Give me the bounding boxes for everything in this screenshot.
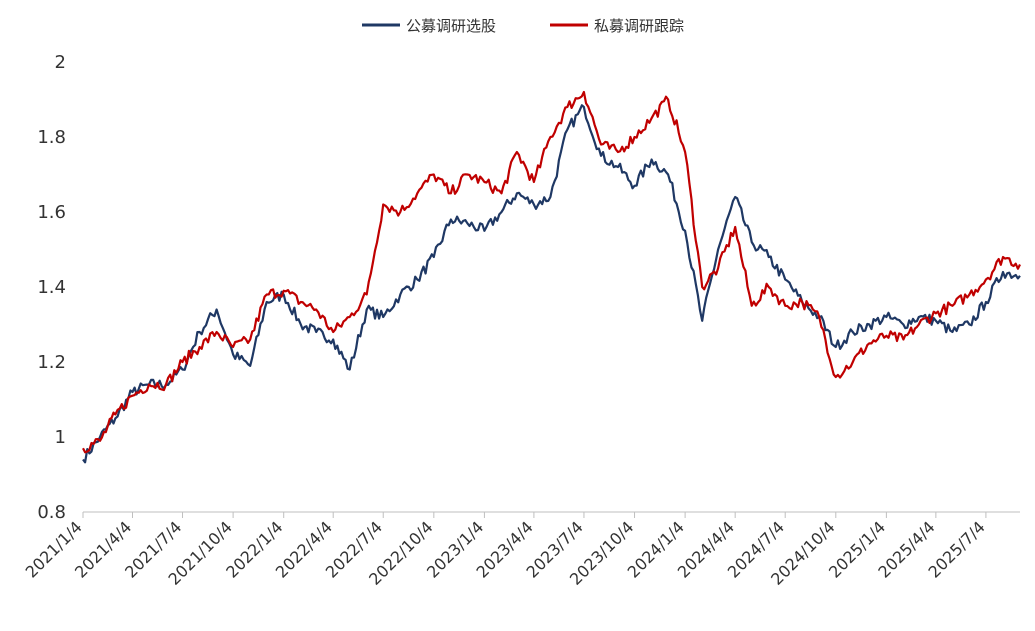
legend-label-public: 公募调研选股 [406, 17, 496, 35]
series-line-private [82, 90, 1021, 454]
y-axis: 0.8 1 1.2 1.4 1.6 1.8 2 [37, 52, 66, 523]
y-tick-label: 0.8 [37, 502, 66, 523]
y-tick-label: 2 [55, 52, 66, 73]
legend-label-private: 私募调研跟踪 [594, 17, 684, 35]
x-axis: 2021/1/42021/4/42021/7/42021/10/42022/1/… [22, 511, 1020, 589]
y-tick-label: 1.4 [37, 277, 66, 298]
series-layer [82, 90, 1021, 464]
legend: 公募调研选股 私募调研跟踪 [362, 17, 684, 35]
y-tick-label: 1.8 [37, 127, 66, 148]
y-tick-label: 1.2 [37, 352, 66, 373]
y-tick-label: 1 [55, 427, 66, 448]
series-line-public [82, 104, 1021, 464]
y-tick-label: 1.6 [37, 202, 66, 223]
